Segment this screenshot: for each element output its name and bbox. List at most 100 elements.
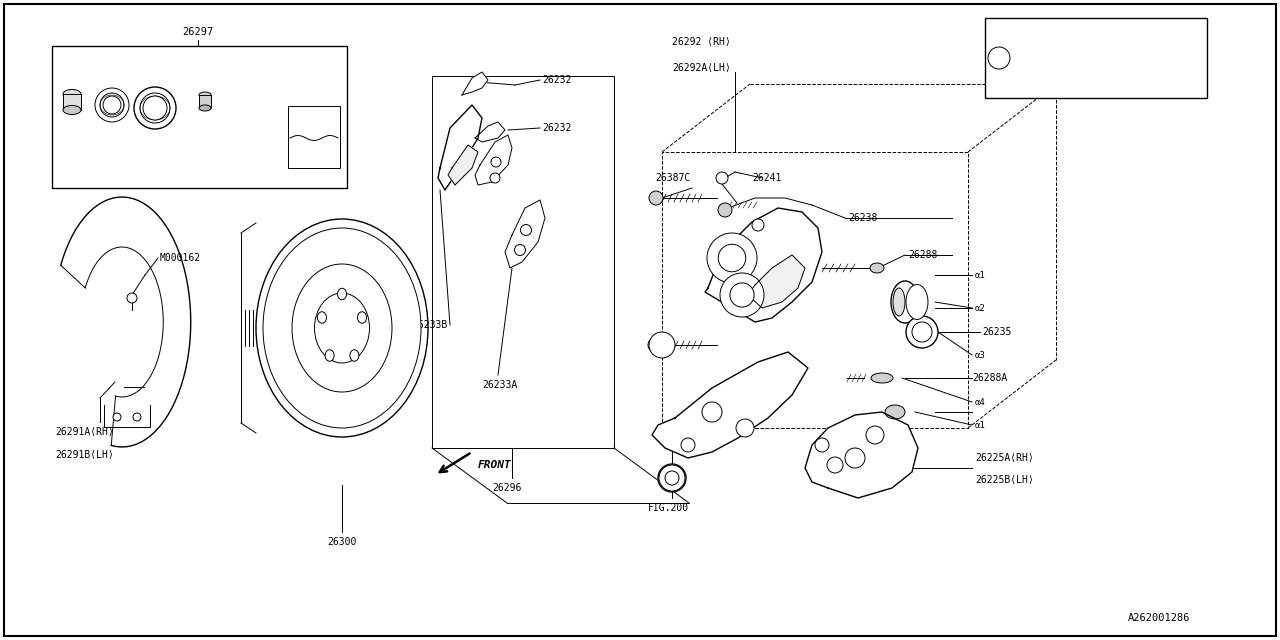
Text: 26297: 26297 [182,27,214,37]
Polygon shape [805,412,918,498]
Ellipse shape [870,373,893,383]
Circle shape [492,157,500,167]
Circle shape [718,203,732,217]
Text: M000316: M000316 [1020,33,1057,42]
Text: 26296: 26296 [492,483,521,493]
Bar [288,106,340,168]
Circle shape [658,464,686,492]
Circle shape [815,438,829,452]
Circle shape [521,225,531,236]
Ellipse shape [884,405,905,419]
Ellipse shape [63,90,81,99]
Text: 26233A: 26233A [483,380,517,390]
Bar [52,46,347,188]
Circle shape [716,172,728,184]
Ellipse shape [338,288,347,300]
Text: α4: α4 [200,63,210,72]
Text: 26292A⟨LH⟩: 26292A⟨LH⟩ [672,63,731,73]
Ellipse shape [256,219,428,437]
Ellipse shape [357,312,366,323]
Polygon shape [475,135,512,185]
Circle shape [827,457,844,473]
Circle shape [102,96,122,114]
Text: 26238: 26238 [849,213,877,223]
Ellipse shape [315,293,370,363]
Circle shape [134,87,177,129]
Ellipse shape [317,312,326,323]
Ellipse shape [262,228,421,428]
Circle shape [718,244,746,272]
Circle shape [719,273,764,317]
Text: M260023: M260023 [1020,74,1057,83]
Bar [433,76,614,448]
Text: 26235: 26235 [982,327,1011,337]
Text: 26387C: 26387C [655,173,690,183]
Bar [63,94,81,110]
Circle shape [648,338,662,352]
Text: 1: 1 [659,340,664,349]
Text: M000162: M000162 [160,253,201,263]
Bar [198,95,211,108]
Text: (-’16MY): (-’16MY) [1073,33,1116,42]
Text: 26291B⟨LH⟩: 26291B⟨LH⟩ [55,450,114,460]
Ellipse shape [198,92,211,98]
Ellipse shape [325,349,334,361]
Text: FRONT: FRONT [477,460,512,470]
Text: 26232: 26232 [541,123,571,133]
Text: 26300: 26300 [328,537,357,547]
Polygon shape [652,352,808,458]
Text: α1: α1 [67,63,77,72]
Circle shape [143,96,166,120]
Polygon shape [462,72,488,95]
Polygon shape [475,122,506,142]
Circle shape [666,471,678,485]
Circle shape [736,419,754,437]
Text: 26232: 26232 [541,75,571,85]
Circle shape [845,448,865,468]
Circle shape [681,438,695,452]
Text: (’17MY- ): (’17MY- ) [1073,74,1121,83]
Text: 26292 ⟨RH⟩: 26292 ⟨RH⟩ [672,37,731,47]
Circle shape [707,233,756,283]
Text: FIG.200: FIG.200 [648,503,689,513]
Bar [986,18,1207,98]
Text: 26233B: 26233B [412,320,447,330]
Circle shape [515,244,526,255]
Circle shape [701,402,722,422]
Text: 26241: 26241 [753,173,781,183]
Circle shape [127,293,137,303]
Ellipse shape [349,349,358,361]
Text: α3: α3 [975,351,986,360]
Ellipse shape [63,106,81,115]
Circle shape [867,426,884,444]
Ellipse shape [893,288,905,316]
Ellipse shape [891,281,919,323]
Circle shape [490,173,500,183]
Polygon shape [748,255,805,308]
Ellipse shape [292,264,392,392]
Text: 26291A⟨RH⟩: 26291A⟨RH⟩ [55,427,114,437]
Circle shape [95,88,129,122]
Ellipse shape [906,285,928,319]
Ellipse shape [198,105,211,111]
Ellipse shape [870,263,884,273]
Polygon shape [438,105,483,190]
Circle shape [100,93,124,117]
Text: 26225A⟨RH⟩: 26225A⟨RH⟩ [975,453,1034,463]
Text: 26288A: 26288A [972,373,1007,383]
Circle shape [649,191,663,205]
Circle shape [913,322,932,342]
Circle shape [649,332,675,358]
Text: α4: α4 [975,397,986,406]
Text: α1: α1 [975,271,986,280]
Bar [662,152,968,428]
Text: 26288D: 26288D [236,127,268,136]
Circle shape [730,283,754,307]
Circle shape [113,413,122,421]
Text: α1: α1 [975,420,986,429]
Text: 1: 1 [997,54,1001,63]
Text: 1: 1 [669,474,675,483]
Circle shape [906,316,938,348]
Text: 26288: 26288 [908,250,937,260]
Text: A262001286: A262001286 [1128,613,1190,623]
